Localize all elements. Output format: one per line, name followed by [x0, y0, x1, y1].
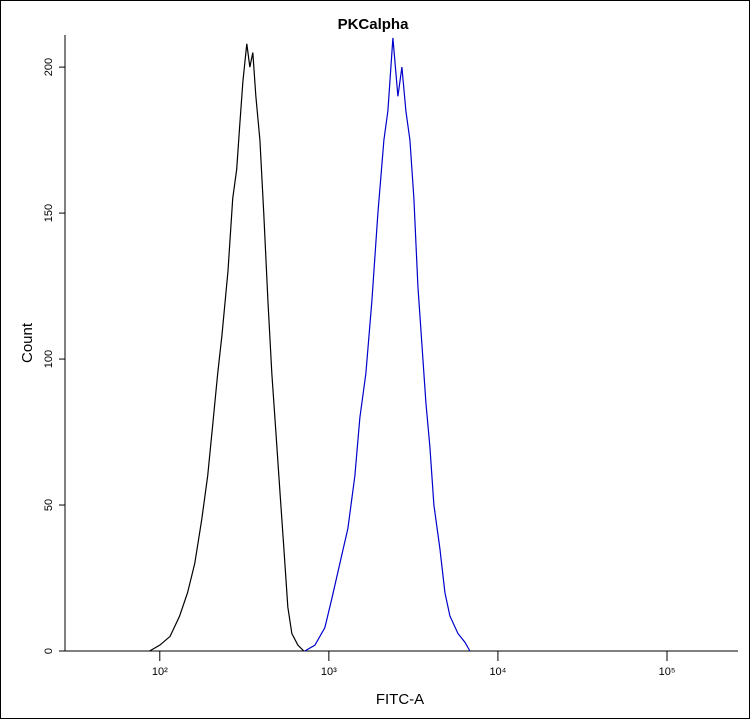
- x-tick-label: 10⁴: [489, 666, 506, 678]
- y-tick-label: 100: [43, 350, 55, 368]
- x-tick-label: 10⁵: [659, 666, 676, 678]
- x-axis-label: FITC-A: [376, 691, 424, 708]
- histogram-line: [149, 43, 305, 652]
- chart-title: PKCalpha: [338, 16, 410, 33]
- y-tick-label: 200: [43, 58, 55, 76]
- y-axis-label: Count: [19, 322, 36, 363]
- y-tick-label: 0: [43, 648, 55, 654]
- y-tick-label: 50: [43, 499, 55, 511]
- y-tick-label: 150: [43, 204, 55, 222]
- x-tick-label: 10³: [321, 666, 337, 678]
- histogram-line: [304, 37, 471, 652]
- x-tick-label: 10²: [152, 666, 168, 678]
